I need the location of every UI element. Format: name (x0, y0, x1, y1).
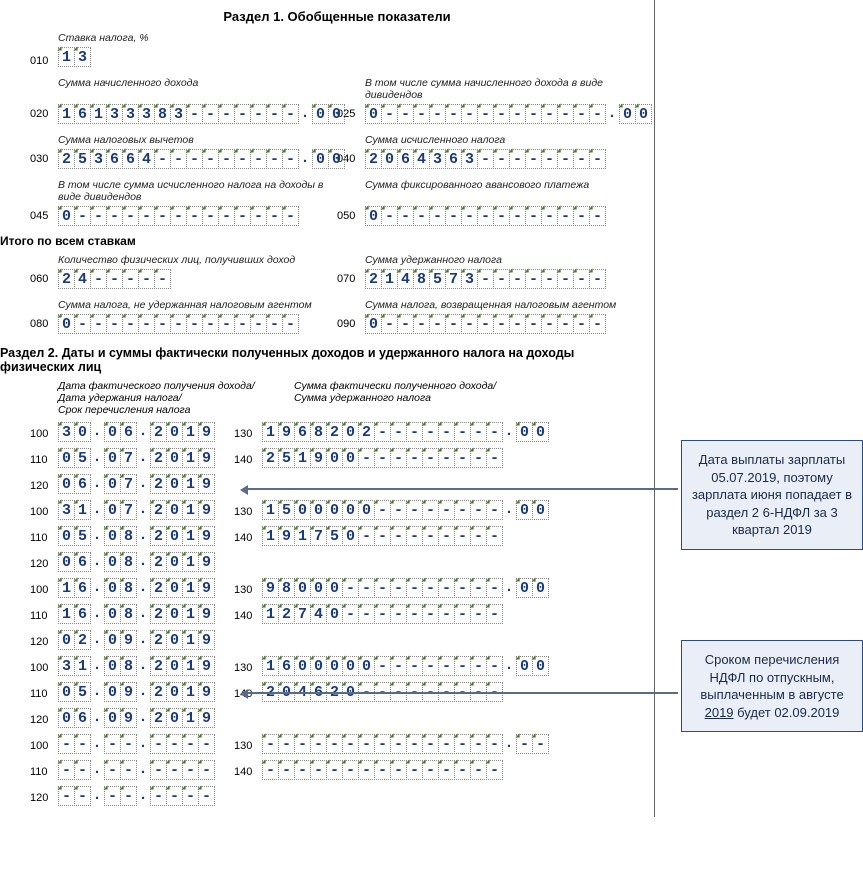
callout-2: Сроком перечисления НДФЛ по отпускным, в… (681, 640, 863, 732)
sub-left: Дата фактического получения дохода/ Дата… (58, 380, 294, 416)
connector-2 (245, 692, 678, 694)
arrow-1 (240, 485, 248, 495)
connector-1 (245, 488, 678, 490)
rate-block: Ставка налога, % 010 13 (30, 32, 644, 67)
section2-sublabels: Дата фактического получения дохода/ Дата… (58, 380, 644, 416)
callout-1-text: Дата выплаты зарплаты 05.07.2019, поэтом… (692, 452, 852, 537)
arrow-2 (240, 689, 248, 699)
sub-right: Сумма фактически полученного дохода/ Сум… (294, 380, 496, 416)
section2-title: Раздел 2. Даты и суммы фактически получе… (0, 346, 644, 374)
section1-title: Раздел 1. Обобщенные показатели (30, 9, 644, 24)
callout-2-text: Сроком перечисления НДФЛ по отпускным, в… (700, 652, 843, 720)
form-page: Раздел 1. Обобщенные показатели Ставка н… (0, 0, 655, 817)
rate-label: Ставка налога, % (58, 32, 644, 44)
callout-1: Дата выплаты зарплаты 05.07.2019, поэтом… (681, 440, 863, 550)
itogo-label: Итого по всем ставкам (0, 234, 644, 248)
code-010: 010 (30, 51, 58, 67)
